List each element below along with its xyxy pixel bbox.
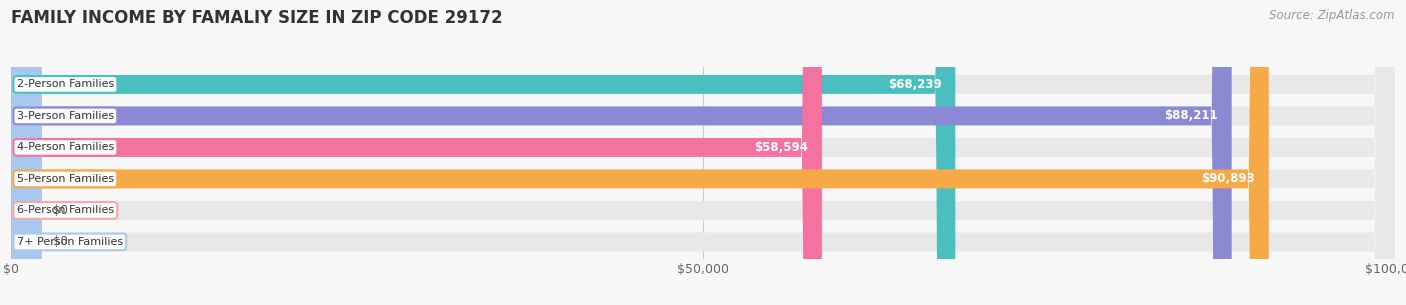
Text: 5-Person Families: 5-Person Families bbox=[17, 174, 114, 184]
Text: 3-Person Families: 3-Person Families bbox=[17, 111, 114, 121]
Text: $0: $0 bbox=[53, 204, 67, 217]
Text: 2-Person Families: 2-Person Families bbox=[17, 79, 114, 89]
FancyBboxPatch shape bbox=[11, 0, 1232, 305]
FancyBboxPatch shape bbox=[11, 0, 1395, 305]
Text: $88,211: $88,211 bbox=[1164, 109, 1218, 122]
FancyBboxPatch shape bbox=[11, 0, 1395, 305]
Text: 7+ Person Families: 7+ Person Families bbox=[17, 237, 122, 247]
Text: Source: ZipAtlas.com: Source: ZipAtlas.com bbox=[1270, 9, 1395, 22]
FancyBboxPatch shape bbox=[11, 0, 1268, 305]
FancyBboxPatch shape bbox=[11, 0, 1395, 305]
FancyBboxPatch shape bbox=[11, 0, 1395, 305]
FancyBboxPatch shape bbox=[11, 0, 42, 305]
Text: $68,239: $68,239 bbox=[887, 78, 942, 91]
Text: $0: $0 bbox=[53, 235, 67, 249]
FancyBboxPatch shape bbox=[11, 0, 1395, 305]
FancyBboxPatch shape bbox=[11, 0, 1395, 305]
Text: 6-Person Families: 6-Person Families bbox=[17, 206, 114, 215]
Text: 4-Person Families: 4-Person Families bbox=[17, 142, 114, 152]
Text: FAMILY INCOME BY FAMALIY SIZE IN ZIP CODE 29172: FAMILY INCOME BY FAMALIY SIZE IN ZIP COD… bbox=[11, 9, 503, 27]
FancyBboxPatch shape bbox=[11, 0, 42, 305]
FancyBboxPatch shape bbox=[11, 0, 823, 305]
Text: $90,893: $90,893 bbox=[1201, 172, 1256, 185]
FancyBboxPatch shape bbox=[11, 0, 955, 305]
Text: $58,594: $58,594 bbox=[754, 141, 808, 154]
